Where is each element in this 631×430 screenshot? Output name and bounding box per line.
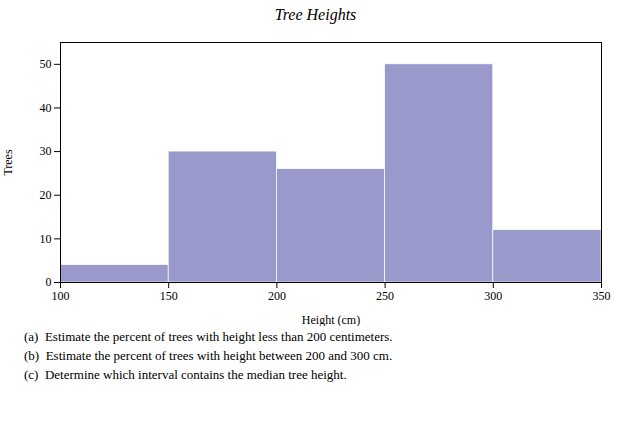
svg-text:150: 150	[160, 289, 178, 303]
svg-text:0: 0	[46, 275, 52, 289]
svg-text:30: 30	[40, 144, 52, 158]
svg-text:Height (cm): Height (cm)	[302, 313, 360, 327]
svg-text:Trees: Trees	[1, 149, 15, 176]
svg-text:10: 10	[40, 232, 52, 246]
svg-text:350: 350	[593, 289, 611, 303]
svg-text:20: 20	[40, 188, 52, 202]
html-text:(b) Estimate the percent of tr: (b) Estimate the percent of trees with h…	[24, 348, 393, 363]
svg-text:50: 50	[40, 57, 52, 71]
svg-text:250: 250	[376, 289, 394, 303]
svg-text:300: 300	[484, 289, 502, 303]
html-text:Tree Heights: Tree Heights	[274, 6, 357, 23]
svg-text:200: 200	[268, 289, 286, 303]
html-text:(c) Determine which interval c: (c) Determine which interval contains th…	[24, 367, 347, 382]
svg-text:100: 100	[52, 289, 70, 303]
svg-text:40: 40	[40, 101, 52, 115]
html-text:(a) Estimate the percent of tr: (a) Estimate the percent of trees with h…	[24, 329, 393, 344]
